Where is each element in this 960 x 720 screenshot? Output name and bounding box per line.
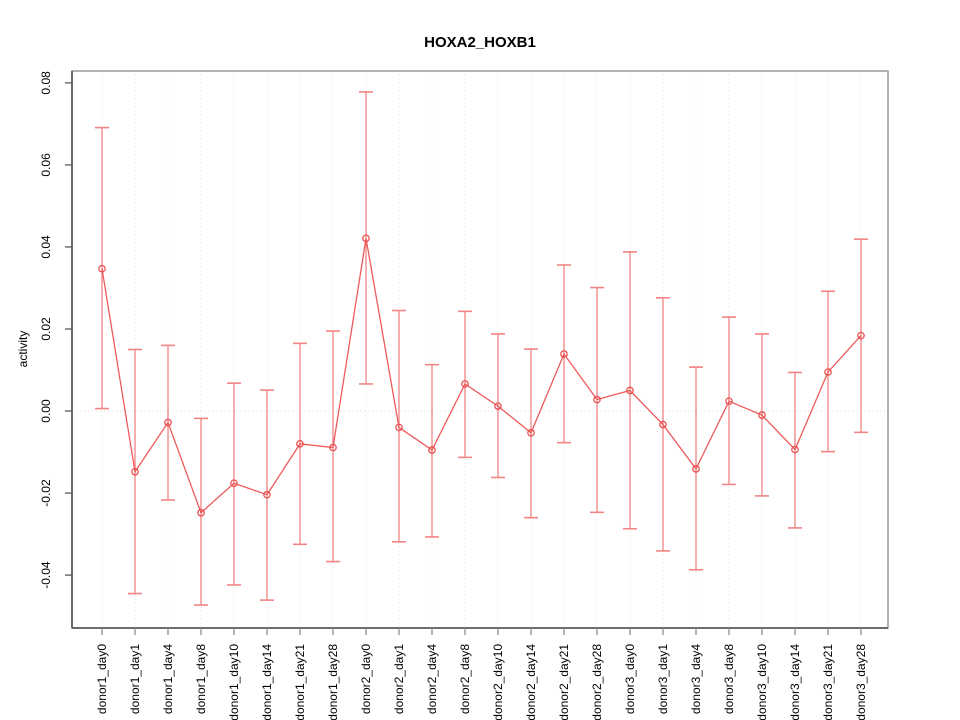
data-point-marker bbox=[263, 490, 271, 499]
gridlines bbox=[101, 71, 862, 628]
x-tick-label: donor1_day0 bbox=[95, 644, 109, 714]
data-point-marker bbox=[428, 446, 436, 454]
y-tick-label: -0.04 bbox=[39, 561, 53, 589]
x-tick-label: donor1_day4 bbox=[161, 644, 175, 714]
plot-box bbox=[71, 70, 889, 629]
data-point-marker bbox=[593, 395, 601, 404]
x-tick-label: donor2_day14 bbox=[524, 644, 538, 720]
x-tick-label: donor2_day10 bbox=[491, 644, 505, 720]
x-tick-label: donor3_day4 bbox=[689, 644, 703, 714]
data-point-marker bbox=[329, 443, 337, 452]
x-tick-label: donor1_day28 bbox=[326, 644, 340, 720]
data-point-markers bbox=[98, 234, 865, 517]
x-tick-label: donor3_day0 bbox=[623, 644, 637, 714]
x-tick-label: donor1_day8 bbox=[194, 644, 208, 714]
y-tick-label: 0.04 bbox=[39, 235, 53, 259]
y-tick-label: 0.00 bbox=[39, 399, 53, 423]
data-point-marker bbox=[461, 380, 469, 388]
x-tick-label: donor2_day28 bbox=[590, 644, 604, 720]
x-tick-label: donor1_day1 bbox=[128, 644, 142, 714]
data-point-marker bbox=[758, 411, 766, 419]
y-tick-label: -0.02 bbox=[39, 479, 53, 507]
data-point-marker bbox=[164, 418, 172, 427]
x-tick-label: donor1_day21 bbox=[293, 644, 307, 720]
data-point-marker bbox=[230, 479, 238, 488]
x-tick-label: donor3_day21 bbox=[821, 644, 835, 720]
x-tick-label: donor3_day28 bbox=[854, 644, 868, 720]
data-point-marker bbox=[131, 467, 139, 476]
data-point-marker bbox=[626, 386, 634, 395]
y-axis-title: activity bbox=[16, 331, 30, 368]
x-tick-label: donor3_day10 bbox=[755, 644, 769, 720]
data-point-marker bbox=[494, 402, 502, 410]
y-tick-label: 0.06 bbox=[39, 153, 53, 177]
x-tick-label: donor2_day21 bbox=[557, 644, 571, 720]
series-polyline bbox=[101, 238, 862, 514]
data-point-marker bbox=[98, 264, 106, 273]
data-point-marker bbox=[395, 423, 403, 432]
data-point-marker bbox=[197, 508, 205, 517]
x-axis: donor1_day0 donor1_day1 donor1_day4 donor1_… bbox=[95, 628, 868, 720]
data-point-marker bbox=[560, 350, 568, 358]
data-point-marker bbox=[725, 397, 733, 406]
data-point-marker bbox=[791, 445, 799, 454]
y-tick-label: 0.08 bbox=[39, 71, 53, 95]
x-tick-label: donor3_day8 bbox=[722, 644, 736, 714]
x-tick-label: donor2_day1 bbox=[392, 644, 406, 714]
x-tick-label: donor3_day14 bbox=[788, 644, 802, 720]
data-point-marker bbox=[527, 428, 535, 437]
x-tick-label: donor1_day10 bbox=[227, 644, 241, 720]
data-point-marker bbox=[824, 368, 832, 376]
data-point-marker bbox=[659, 420, 667, 429]
data-point-marker bbox=[692, 465, 700, 473]
plot-frame bbox=[71, 70, 889, 629]
chart-title: HOXA2_HOXB1 bbox=[424, 34, 536, 51]
y-tick-label: 0.02 bbox=[39, 317, 53, 341]
data-point-marker bbox=[362, 234, 370, 243]
x-tick-label: donor2_day8 bbox=[458, 644, 472, 714]
y-axis: 0.08 0.06 0.04 0.02 0.00 -0.02 -0.04 bbox=[39, 71, 72, 589]
x-tick-label: donor2_day4 bbox=[425, 644, 439, 714]
series-line bbox=[101, 238, 862, 514]
x-tick-label: donor3_day1 bbox=[656, 644, 670, 714]
data-point-marker bbox=[296, 439, 304, 448]
error-bars bbox=[95, 91, 868, 606]
x-tick-label: donor1_day14 bbox=[260, 644, 274, 720]
data-point-marker bbox=[857, 331, 865, 340]
x-tick-label: donor2_day0 bbox=[359, 644, 373, 714]
